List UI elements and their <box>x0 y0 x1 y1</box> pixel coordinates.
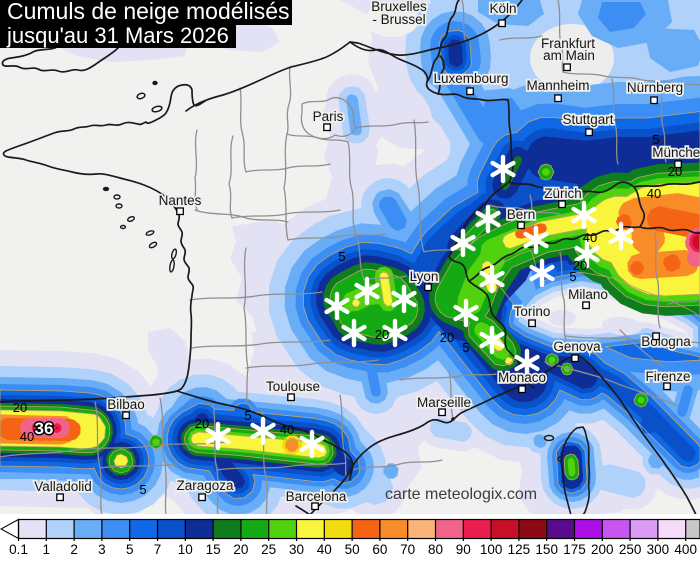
svg-text:70: 70 <box>400 542 415 557</box>
svg-text:7: 7 <box>154 542 162 557</box>
svg-text:München: München <box>652 145 700 160</box>
svg-text:36: 36 <box>35 419 54 438</box>
svg-text:5: 5 <box>139 482 146 497</box>
svg-text:Mannheim: Mannheim <box>526 78 589 93</box>
svg-text:90: 90 <box>456 542 471 557</box>
svg-text:20: 20 <box>375 327 389 342</box>
svg-text:80: 80 <box>428 542 443 557</box>
svg-text:20: 20 <box>233 542 248 557</box>
svg-text:3: 3 <box>98 542 106 557</box>
svg-text:Toulouse: Toulouse <box>266 379 320 394</box>
svg-text:Paris: Paris <box>313 109 344 124</box>
svg-text:250: 250 <box>619 542 642 557</box>
svg-text:Bern: Bern <box>507 207 536 222</box>
svg-text:25: 25 <box>261 542 276 557</box>
svg-text:am Main: am Main <box>543 48 595 63</box>
svg-text:300: 300 <box>647 542 670 557</box>
svg-text:100: 100 <box>480 542 503 557</box>
svg-text:15: 15 <box>206 542 221 557</box>
svg-text:Marseille: Marseille <box>417 395 471 410</box>
svg-text:Bruxelles: Bruxelles <box>371 0 427 14</box>
svg-text:30: 30 <box>289 542 304 557</box>
svg-text:0.1: 0.1 <box>9 542 28 557</box>
svg-text:Zürich: Zürich <box>544 186 582 201</box>
svg-text:Nürnberg: Nürnberg <box>627 80 683 95</box>
svg-text:20: 20 <box>13 400 27 415</box>
svg-text:Firenze: Firenze <box>645 369 690 384</box>
svg-text:Luxembourg: Luxembourg <box>433 71 508 86</box>
svg-text:Stuttgart: Stuttgart <box>562 112 613 127</box>
svg-text:2: 2 <box>70 542 78 557</box>
svg-text:Frankfurt: Frankfurt <box>541 36 595 51</box>
svg-text:10: 10 <box>178 542 193 557</box>
svg-text:5: 5 <box>569 269 576 284</box>
svg-text:5: 5 <box>652 132 659 147</box>
svg-text:20: 20 <box>573 258 587 273</box>
svg-text:Bologna: Bologna <box>641 334 691 349</box>
svg-text:150: 150 <box>535 542 558 557</box>
svg-text:5: 5 <box>126 542 134 557</box>
svg-text:20: 20 <box>440 330 454 345</box>
svg-text:Genova: Genova <box>553 339 601 354</box>
svg-text:125: 125 <box>508 542 531 557</box>
svg-text:40: 40 <box>583 230 597 245</box>
svg-text:Torino: Torino <box>514 304 551 319</box>
svg-text:jusqu'au 31 Mars 2026: jusqu'au 31 Mars 2026 <box>6 23 229 48</box>
svg-text:Lyon: Lyon <box>410 269 439 284</box>
svg-text:175: 175 <box>563 542 586 557</box>
svg-text:5: 5 <box>244 408 251 423</box>
svg-text:- Brussel: - Brussel <box>372 12 425 27</box>
svg-text:20: 20 <box>195 416 209 431</box>
svg-text:carte meteologix.com: carte meteologix.com <box>385 486 537 503</box>
svg-text:Cumuls de neige modélisés: Cumuls de neige modélisés <box>7 0 290 24</box>
svg-text:1: 1 <box>43 542 51 557</box>
svg-text:Barcelona: Barcelona <box>286 489 347 504</box>
svg-text:Valladolid: Valladolid <box>34 479 92 494</box>
svg-text:60: 60 <box>372 542 387 557</box>
svg-text:40: 40 <box>20 429 34 444</box>
svg-text:50: 50 <box>345 542 360 557</box>
svg-text:40: 40 <box>317 542 332 557</box>
svg-text:Zaragoza: Zaragoza <box>176 478 234 493</box>
svg-text:Milano: Milano <box>568 287 608 302</box>
svg-text:Bilbao: Bilbao <box>107 397 145 412</box>
svg-text:Nantes: Nantes <box>159 193 202 208</box>
svg-text:40: 40 <box>647 186 661 201</box>
svg-text:Monaco: Monaco <box>498 370 546 385</box>
svg-text:5: 5 <box>462 340 469 355</box>
svg-text:400: 400 <box>674 542 697 557</box>
svg-text:40: 40 <box>280 422 294 437</box>
svg-text:5: 5 <box>338 249 345 264</box>
svg-text:Köln: Köln <box>489 1 516 16</box>
svg-text:200: 200 <box>591 542 614 557</box>
